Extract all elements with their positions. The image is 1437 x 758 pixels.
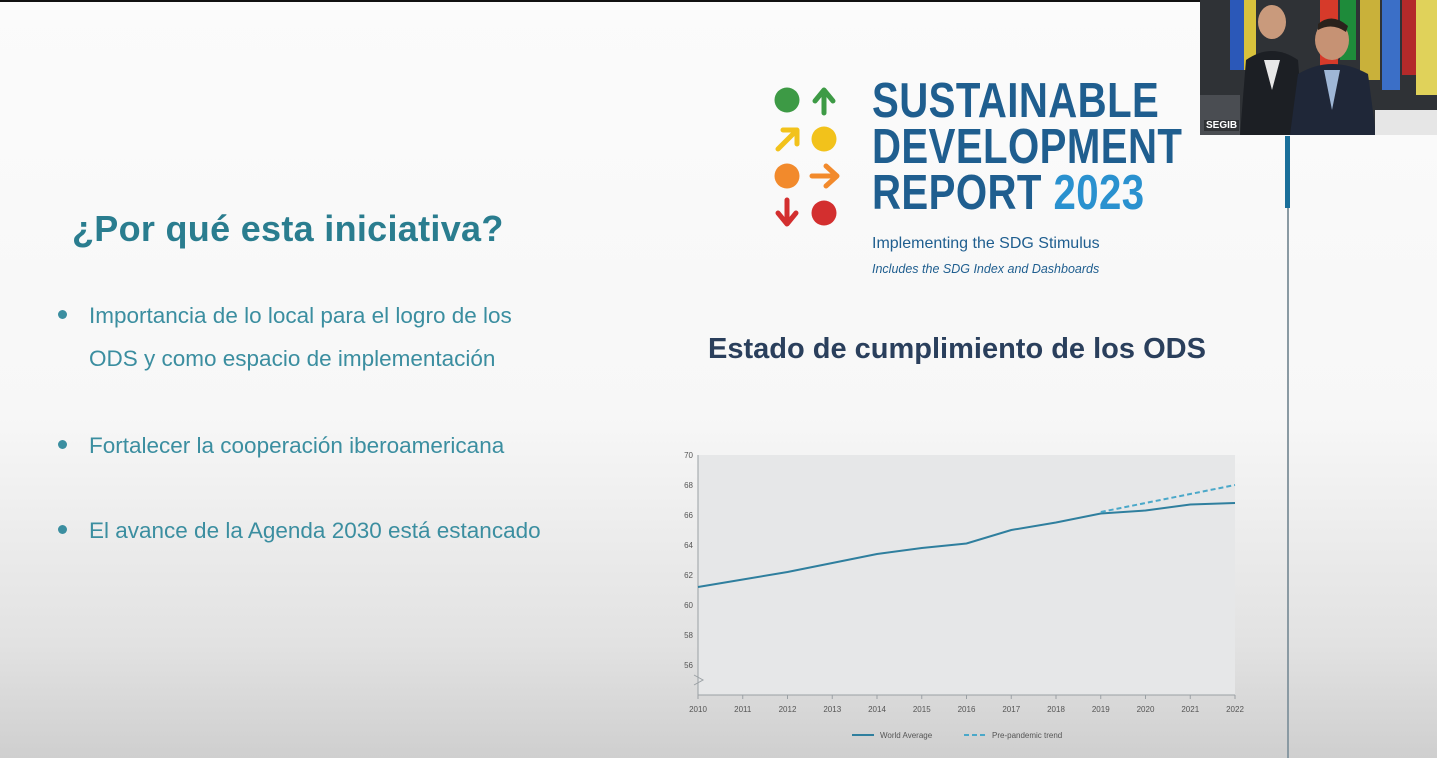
x-tick-label: 2010 xyxy=(689,705,707,714)
report-title: SUSTAINABLE DEVELOPMENT REPORT 2023 xyxy=(872,74,1183,220)
report-subtitle-secondary: Includes the SDG Index and Dashboards xyxy=(872,262,1100,276)
x-tick-label: 2017 xyxy=(1002,705,1020,714)
bullet-item: El avance de la Agenda 2030 está estanca… xyxy=(58,509,563,552)
y-tick-label: 64 xyxy=(684,541,693,550)
y-tick-label: 58 xyxy=(684,631,693,640)
top-border xyxy=(0,0,1200,2)
x-tick-label: 2015 xyxy=(913,705,931,714)
y-tick-label: 56 xyxy=(684,661,693,670)
pre-pandemic-trend-line xyxy=(1100,484,1236,513)
sdr-logo: SUSTAINABLE DEVELOPMENT REPORT 2023 Impl… xyxy=(770,77,1182,282)
vertical-divider xyxy=(1287,136,1289,758)
x-tick-label: 2020 xyxy=(1137,705,1155,714)
plot-area xyxy=(698,455,1235,695)
x-tick-label: 2012 xyxy=(779,705,797,714)
y-tick-label: 68 xyxy=(684,481,693,490)
slide-title: ¿Por qué esta iniciativa? xyxy=(72,208,504,249)
chart-heading: Estado de cumplimiento de los ODS xyxy=(708,333,1206,365)
report-year: 2023 xyxy=(1053,166,1145,220)
y-tick-label: 62 xyxy=(684,571,693,580)
axis-break-mark xyxy=(693,674,705,686)
x-tick-label: 2021 xyxy=(1181,705,1199,714)
sdg-arrows-logo-icon xyxy=(774,87,840,227)
bullet-list: Importancia de lo local para el logro de… xyxy=(58,294,563,552)
x-tick-label: 2016 xyxy=(958,705,976,714)
report-subtitle: Implementing the SDG Stimulus xyxy=(872,235,1100,252)
x-tick-label: 2013 xyxy=(823,705,841,714)
webcam-feed: SEGIB xyxy=(1200,0,1437,135)
world-average-line xyxy=(697,502,1236,588)
y-tick-label: 70 xyxy=(684,451,693,460)
y-tick-label: 60 xyxy=(684,601,693,610)
bullet-item: Importancia de lo local para el logro de… xyxy=(58,294,563,380)
legend-label: World Average xyxy=(880,731,933,740)
x-tick-label: 2019 xyxy=(1092,705,1110,714)
x-tick-label: 2014 xyxy=(868,705,886,714)
bullet-item: Fortalecer la cooperación iberoamericana xyxy=(58,424,563,467)
y-tick-label: 66 xyxy=(684,511,693,520)
x-tick-label: 2011 xyxy=(734,705,752,714)
webcam-video-icon xyxy=(1200,0,1437,135)
legend-label: Pre-pandemic trend xyxy=(992,731,1062,740)
x-tick-label: 2022 xyxy=(1226,705,1244,714)
sdg-index-line-chart: 56 58 60 62 64 66 68 70 2010 2011 2012 2013 2014 2015… xyxy=(684,451,1244,740)
divider-accent xyxy=(1285,136,1290,208)
x-tick-label: 2018 xyxy=(1047,705,1065,714)
webcam-label: SEGIB xyxy=(1204,120,1240,131)
